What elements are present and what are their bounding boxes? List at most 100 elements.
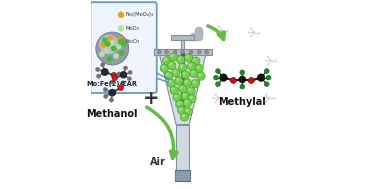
Circle shape (264, 69, 269, 74)
Circle shape (173, 93, 181, 102)
Text: Methylal: Methylal (218, 97, 266, 107)
Circle shape (166, 73, 169, 76)
Circle shape (183, 79, 192, 87)
Circle shape (165, 50, 169, 54)
Circle shape (186, 55, 189, 58)
Circle shape (250, 35, 252, 38)
Circle shape (164, 58, 167, 61)
Circle shape (240, 84, 245, 89)
Circle shape (187, 62, 196, 70)
Circle shape (258, 31, 260, 34)
Circle shape (183, 94, 186, 97)
Circle shape (183, 99, 192, 107)
Circle shape (257, 74, 265, 81)
Bar (181, 53, 184, 111)
Circle shape (109, 89, 116, 96)
Circle shape (96, 32, 129, 65)
Circle shape (172, 88, 175, 91)
Circle shape (162, 65, 165, 68)
Circle shape (170, 54, 174, 57)
Circle shape (188, 94, 196, 103)
Circle shape (184, 54, 193, 62)
Circle shape (110, 80, 114, 84)
Circle shape (182, 114, 185, 117)
Circle shape (179, 63, 187, 71)
Circle shape (189, 50, 193, 54)
Bar (175, 170, 190, 181)
Text: Fe₂(MoO₄)₃: Fe₂(MoO₄)₃ (126, 12, 154, 17)
FancyArrowPatch shape (208, 26, 224, 40)
Circle shape (173, 70, 176, 73)
Circle shape (265, 60, 267, 62)
Circle shape (178, 57, 181, 60)
Circle shape (186, 109, 189, 112)
Circle shape (179, 85, 187, 93)
Circle shape (217, 97, 220, 100)
Circle shape (101, 63, 105, 67)
Circle shape (177, 106, 186, 115)
Circle shape (264, 82, 269, 87)
Circle shape (213, 97, 215, 99)
Circle shape (179, 108, 182, 111)
Circle shape (175, 95, 177, 98)
Circle shape (263, 97, 265, 99)
Circle shape (96, 74, 101, 78)
Circle shape (110, 40, 115, 46)
Circle shape (266, 75, 271, 80)
Circle shape (218, 34, 220, 36)
Circle shape (109, 98, 114, 102)
Text: Fe₂O₃: Fe₂O₃ (126, 39, 140, 44)
Circle shape (180, 86, 183, 89)
Circle shape (197, 50, 201, 54)
Circle shape (183, 72, 186, 75)
Circle shape (189, 64, 192, 67)
Bar (171, 35, 194, 40)
Circle shape (199, 73, 201, 76)
Circle shape (121, 41, 126, 46)
Circle shape (181, 92, 190, 101)
Circle shape (120, 71, 127, 78)
Circle shape (267, 56, 269, 58)
Circle shape (181, 71, 190, 79)
Circle shape (185, 100, 188, 103)
Circle shape (193, 81, 196, 84)
Circle shape (169, 53, 177, 61)
Circle shape (180, 113, 189, 121)
FancyBboxPatch shape (90, 2, 157, 93)
Circle shape (117, 72, 121, 76)
Circle shape (250, 28, 252, 30)
Text: MoO₃: MoO₃ (126, 26, 139, 31)
Circle shape (118, 12, 124, 18)
Circle shape (119, 51, 124, 56)
Circle shape (214, 101, 217, 103)
Circle shape (187, 87, 195, 95)
Circle shape (170, 86, 178, 94)
Circle shape (195, 64, 203, 73)
Circle shape (273, 97, 275, 99)
Circle shape (103, 88, 108, 92)
Circle shape (189, 88, 192, 91)
Circle shape (215, 69, 220, 74)
Circle shape (215, 82, 220, 87)
Circle shape (176, 78, 179, 81)
Circle shape (99, 52, 104, 57)
Circle shape (214, 93, 217, 96)
Circle shape (163, 57, 171, 65)
Circle shape (215, 29, 218, 32)
Circle shape (113, 53, 119, 59)
Circle shape (102, 37, 107, 43)
Circle shape (116, 44, 121, 49)
Circle shape (121, 81, 125, 85)
Circle shape (205, 50, 208, 54)
Circle shape (177, 56, 185, 64)
Circle shape (104, 94, 108, 98)
Circle shape (185, 80, 188, 83)
Circle shape (112, 75, 117, 81)
Text: Air: Air (150, 157, 166, 167)
Polygon shape (159, 53, 206, 125)
Circle shape (128, 70, 132, 74)
Circle shape (175, 77, 183, 85)
Circle shape (230, 77, 236, 83)
Circle shape (218, 25, 220, 28)
Circle shape (181, 50, 184, 54)
